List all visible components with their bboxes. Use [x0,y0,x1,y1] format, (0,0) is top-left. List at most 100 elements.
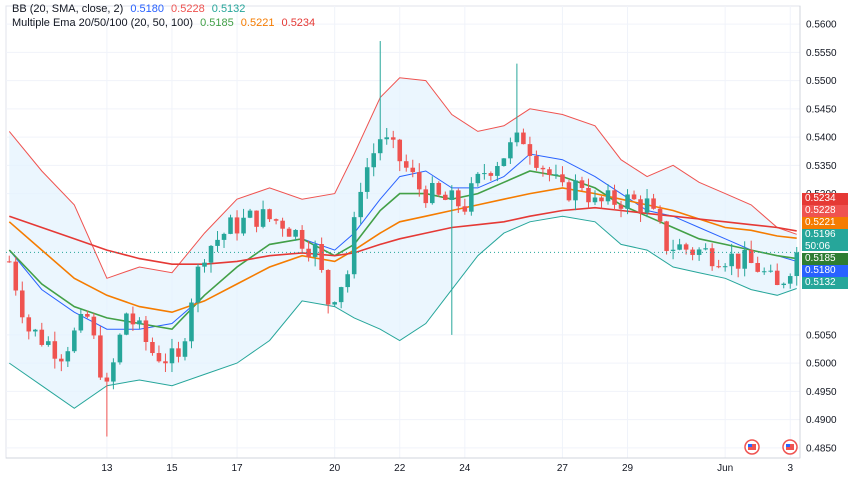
candle [501,158,507,167]
price-tag-bb-lower: 0.5132 [802,277,848,289]
candle [716,259,721,269]
candle [657,205,663,224]
candle [143,315,149,351]
candle [19,281,25,324]
ema20-value: 0.5185 [200,17,234,29]
candle [98,326,103,380]
candle [579,176,585,192]
candle [482,163,487,180]
candle [202,258,207,273]
bb-basis-value: 0.5180 [130,3,164,15]
time-axis[interactable]: 13 15 17 20 22 24 27 29 Jun 3 [6,457,800,474]
candle [670,239,676,260]
candle [469,177,474,216]
candle [527,136,533,165]
candle [573,174,578,211]
candle [586,178,591,209]
price-tag-ema100: 0.5234 [802,193,848,205]
candle [124,312,129,336]
candle [208,245,214,273]
candle [117,333,123,365]
candle [319,237,324,273]
series-bb-basis [8,153,797,330]
x-tick-label: Jun [717,463,733,474]
candle [150,337,155,356]
candle [91,313,97,339]
candle [592,190,598,206]
candle [638,195,643,222]
candle [286,227,292,237]
candle [677,238,682,251]
last-price-value: 0.5196 [805,229,836,240]
candle [462,198,468,215]
bb-legend[interactable]: BB (20, SMA, close, 2) 0.5180 0.5228 0.5… [12,3,249,15]
candle [85,310,90,319]
candle [364,158,370,199]
candle [397,138,403,172]
candle [325,269,331,314]
price-tag-ema20: 0.5185 [802,253,848,265]
bb-band-area [9,77,797,409]
candle [182,337,188,361]
y-tick-label: 0.5000 [806,359,837,370]
candle [722,263,728,272]
candle [794,246,800,286]
candle [403,154,409,172]
candle [651,193,656,210]
ema100-value: 0.5234 [281,17,316,29]
candle-countdown: 50:06 [805,241,831,252]
candle [553,164,559,179]
candle [377,41,383,161]
candle [306,241,311,262]
ema-legend[interactable]: Multiple Ema 20/50/100 (20, 50, 100) 0.5… [12,17,319,29]
x-tick-label: 17 [231,463,243,474]
y-tick-label: 0.5500 [806,76,837,87]
candle [176,341,181,363]
candle [254,210,259,233]
ema-legend-label: Multiple Ema 20/50/100 (20, 50, 100) [12,17,194,29]
price-tag-last-price: 0.5196 50:06 [802,229,848,252]
candle [78,309,84,333]
candle [599,196,604,209]
y-tick-label: 0.5350 [806,161,837,172]
candle [130,306,136,331]
candle [156,345,162,363]
compare-flag-icon[interactable] [744,439,760,455]
candle [781,282,787,289]
y-tick-label: 0.5600 [806,20,837,31]
y-tick-label: 0.4900 [806,415,837,426]
candle [312,240,318,267]
series-ema100 [9,206,797,265]
price-tag-ema50: 0.5221 [802,217,848,229]
candle [729,243,734,276]
y-tick-label: 0.5400 [806,133,837,144]
candle [221,232,227,248]
candle [267,208,272,223]
us-flag-icon[interactable] [782,439,798,455]
series-bb-upper [8,77,797,279]
x-tick-label: 13 [101,463,113,474]
candle [234,210,240,241]
y-tick-label: 0.4950 [806,387,837,398]
candle [137,317,142,329]
candle [618,200,624,218]
bb-lower-value: 0.5132 [211,3,246,15]
candle [228,214,233,235]
bollinger-band-fill [9,77,797,409]
x-tick-label: 27 [557,463,569,474]
overlay-icons[interactable] [744,439,798,455]
candle [436,181,442,197]
candle [735,253,741,278]
candle [72,327,77,353]
candle [521,128,526,145]
candle [39,322,45,347]
candle [299,225,305,253]
candles [6,41,800,437]
candle [787,273,793,289]
candle [664,220,669,255]
candle [169,338,175,373]
candle [273,218,279,225]
series-ema50 [8,187,797,314]
candle [163,353,168,372]
